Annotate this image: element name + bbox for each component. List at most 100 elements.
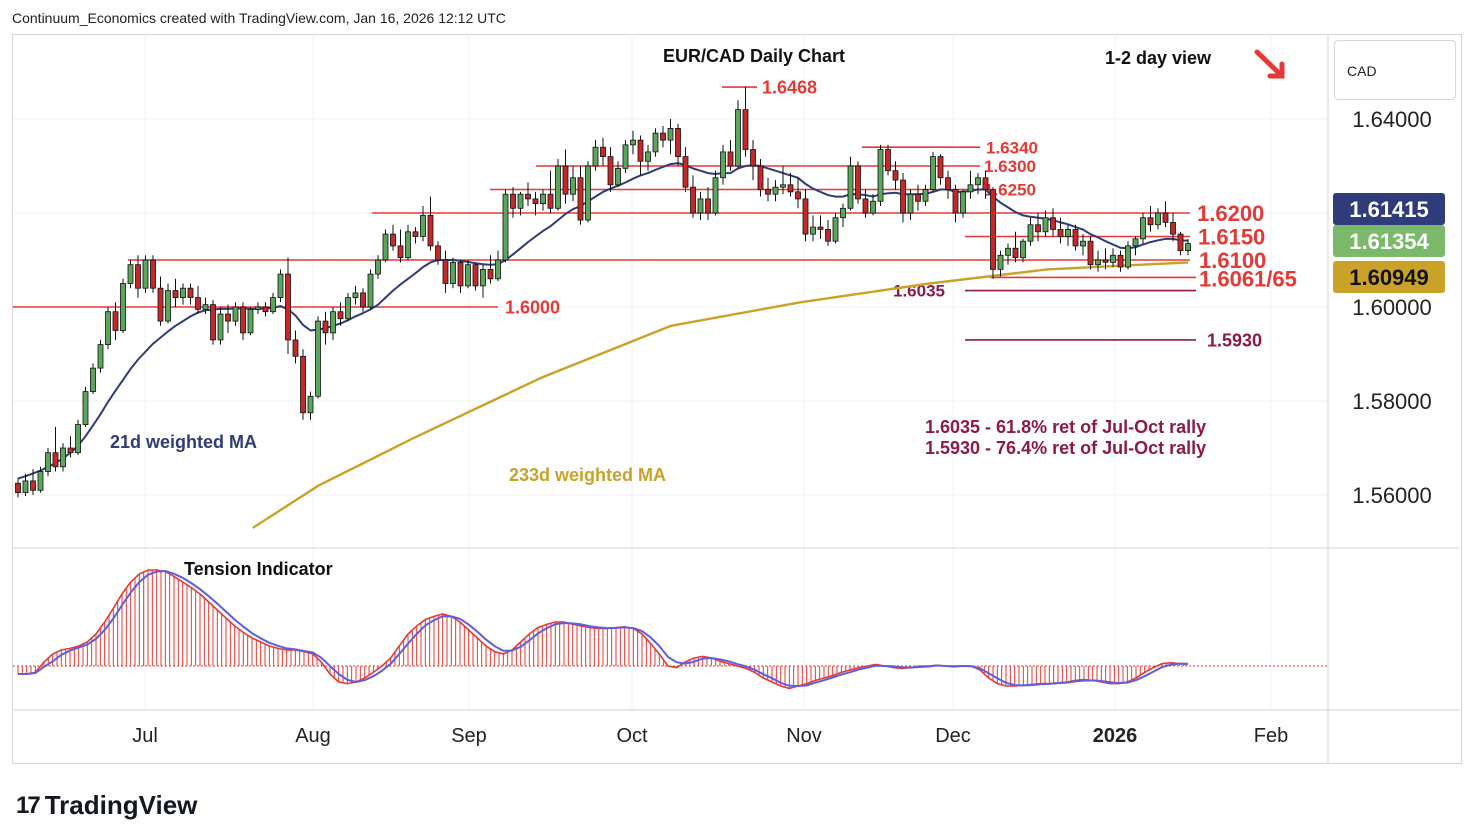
- candle: [450, 257, 456, 289]
- candle-body-up: [142, 259, 149, 289]
- price-tag-label: 1.61415: [1349, 197, 1429, 222]
- chart-header-credit: Continuum_Economics created with Trading…: [12, 10, 506, 26]
- candle-body-down: [855, 165, 861, 200]
- candle-body-down: [795, 191, 801, 200]
- currency-label[interactable]: CAD: [1334, 40, 1456, 100]
- candle-body-up: [645, 151, 651, 162]
- candle-body-up: [780, 184, 786, 188]
- candle: [285, 257, 291, 354]
- candle: [592, 140, 599, 171]
- candle: [697, 191, 704, 221]
- candle: [532, 191, 539, 216]
- candle: [322, 311, 329, 345]
- grid: [13, 34, 1460, 764]
- price-tag-bg: [1333, 261, 1445, 293]
- candle-body-up: [877, 149, 884, 202]
- candle: [435, 241, 441, 265]
- candle-body-down: [1170, 221, 1176, 235]
- candle: [52, 426, 59, 472]
- candle: [742, 87, 749, 157]
- candle: [120, 278, 126, 333]
- candle-body-down: [15, 482, 21, 494]
- candle: [705, 187, 711, 221]
- tradingview-brand: TradingView: [44, 790, 198, 820]
- chart-text-labels: EUR/CAD Daily Chart 1-2 day view 21d weigh…: [110, 46, 1288, 747]
- candle-body-up: [772, 186, 779, 195]
- candle: [945, 170, 951, 199]
- candle: [457, 260, 464, 293]
- candle: [690, 175, 696, 218]
- candle-body-down: [682, 156, 689, 188]
- candle: [675, 123, 681, 166]
- candle-body-up: [1132, 238, 1139, 247]
- candle-body-down: [1072, 229, 1079, 247]
- candle-body-up: [870, 200, 876, 214]
- candle: [855, 161, 861, 204]
- candle: [607, 147, 614, 192]
- candle-body-up: [277, 273, 284, 299]
- candle-body-down: [225, 313, 231, 322]
- candle: [750, 140, 756, 181]
- candle: [960, 189, 966, 218]
- down-arrow-icon: [1254, 49, 1285, 79]
- candle: [810, 215, 816, 242]
- candle-body-up: [202, 304, 209, 310]
- candle: [262, 302, 269, 317]
- candle-body-up: [232, 306, 239, 322]
- candle-body-up: [720, 151, 726, 179]
- candle-body-down: [457, 261, 464, 287]
- candle-body-down: [660, 132, 666, 141]
- candle: [1185, 238, 1191, 256]
- price-tag: 1.60949: [1333, 261, 1445, 293]
- candle: [780, 166, 786, 195]
- candle: [667, 119, 674, 155]
- candle-body-up: [615, 167, 621, 186]
- candle-body-up: [382, 233, 389, 261]
- candle: [1095, 250, 1101, 272]
- candle: [187, 283, 194, 305]
- candle: [795, 177, 801, 209]
- candle: [540, 189, 546, 211]
- level-label: 1.6000: [505, 297, 560, 317]
- candle: [570, 166, 576, 202]
- candle-body-down: [1117, 254, 1124, 268]
- candle: [255, 302, 261, 315]
- candle-body-up: [495, 259, 501, 280]
- candle-body-down: [1162, 212, 1169, 223]
- candle: [480, 264, 486, 298]
- candle: [495, 250, 501, 282]
- candle: [420, 205, 426, 242]
- tradingview-mark-icon: 17: [16, 791, 41, 819]
- candle: [180, 283, 186, 305]
- candle: [1117, 250, 1124, 272]
- candle-body-down: [1177, 233, 1184, 251]
- candle-body-up: [697, 198, 704, 214]
- x-tick-label: Aug: [295, 725, 331, 747]
- candle-body-down: [750, 149, 756, 167]
- candle-body-up: [480, 268, 486, 287]
- candle: [772, 180, 779, 202]
- candle-body-down: [1102, 259, 1109, 263]
- x-tick-label: Sep: [451, 725, 487, 747]
- candle-body-up: [105, 311, 111, 346]
- candle: [375, 255, 381, 279]
- candle-body-up: [1125, 245, 1131, 268]
- candle: [630, 130, 636, 155]
- candle-body-up: [570, 177, 576, 195]
- candle: [1050, 208, 1056, 237]
- candle: [877, 144, 884, 206]
- chart-frame: [12, 34, 1462, 764]
- candle: [300, 349, 306, 420]
- candle: [405, 224, 411, 260]
- candle: [90, 363, 96, 394]
- candle-body-up: [922, 189, 929, 202]
- candle: [937, 154, 944, 185]
- candle-body-up: [712, 177, 719, 214]
- candle: [915, 184, 921, 211]
- candle-body-up: [1080, 240, 1086, 247]
- candle-body-down: [802, 198, 809, 235]
- candle: [330, 307, 336, 340]
- candle: [952, 184, 959, 223]
